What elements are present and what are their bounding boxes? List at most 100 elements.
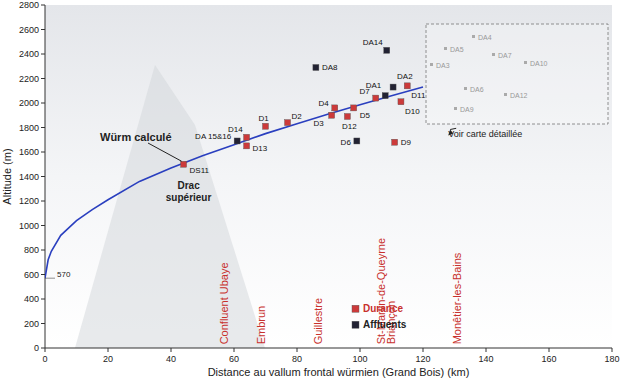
x-tick	[360, 348, 361, 352]
town-label: Embrun	[256, 306, 268, 345]
y-tick	[41, 29, 45, 30]
y-tick-label: 1800	[19, 123, 39, 133]
y-tick	[41, 299, 45, 300]
point	[382, 93, 388, 99]
point	[285, 120, 291, 126]
inset-point	[524, 61, 527, 64]
inset-note: Voir carte détaillée	[448, 129, 522, 139]
legend-label: Durance	[363, 303, 403, 314]
y-tick	[41, 54, 45, 55]
point	[404, 83, 410, 89]
y-tick	[41, 78, 45, 79]
inset-box	[426, 24, 608, 124]
y-tick	[41, 5, 45, 6]
y-tick-label: 1400	[19, 172, 39, 182]
point	[181, 161, 187, 167]
plot-bg	[45, 5, 612, 348]
marks	[45, 47, 423, 278]
point	[329, 112, 335, 118]
y-axis-label: Altitude (m)	[1, 148, 13, 204]
x-tick-label: 80	[292, 354, 302, 364]
point-label: D12	[342, 122, 357, 131]
point	[263, 123, 269, 129]
y-tick-label: 1600	[19, 147, 39, 157]
point	[384, 47, 390, 53]
start-marker	[45, 278, 55, 279]
inset-arrowhead	[448, 130, 453, 136]
point	[313, 64, 319, 70]
point-label: D10	[405, 107, 420, 116]
x-axis-label: Distance au vallum frontal würmien (Gran…	[208, 366, 470, 378]
point-label: DA 15&16	[195, 132, 232, 141]
y-tick-label: 2200	[19, 74, 39, 84]
start-label: 570	[57, 270, 71, 279]
point	[390, 84, 396, 90]
y-tick-label: 2400	[19, 49, 39, 59]
y-tick-label: 2000	[19, 98, 39, 108]
inset-label: DA9	[460, 106, 474, 113]
y-tick	[41, 250, 45, 251]
y-tick	[41, 323, 45, 324]
inset-label: DA3	[436, 62, 450, 69]
point-label: DA2	[397, 72, 413, 81]
x-tick	[108, 348, 109, 352]
inset-label: DA5	[450, 46, 464, 53]
inset-label: DA6	[470, 86, 484, 93]
y-tick-label: 1200	[19, 196, 39, 206]
y-tick	[41, 127, 45, 128]
x-tick-label: 20	[103, 354, 113, 364]
legend-label: Affluents	[363, 319, 407, 330]
inset-label: DA4	[478, 34, 492, 41]
page-bg	[0, 0, 622, 380]
y-tick	[41, 348, 45, 349]
annotation-line: supérieur	[166, 192, 212, 203]
point	[354, 138, 360, 144]
point-label: D2	[292, 112, 303, 121]
x-axis	[45, 348, 612, 349]
wurm-curve	[45, 87, 423, 278]
annotation-line: Drac	[177, 180, 200, 191]
annotation: Dracsupérieur	[166, 180, 212, 203]
point	[244, 143, 250, 149]
x-tick	[45, 348, 46, 352]
point-label: D1	[258, 114, 269, 123]
y-tick	[41, 225, 45, 226]
curve-arrow	[148, 143, 182, 161]
curve-label: Würm calculé	[100, 131, 172, 143]
y-tick-label: 2800	[19, 0, 39, 10]
point-label: D3	[313, 119, 324, 128]
x-tick-label: 0	[42, 354, 47, 364]
y-tick-label: 600	[24, 270, 39, 280]
legend-swatch	[352, 305, 359, 312]
inset-label: DA10	[530, 60, 548, 67]
y-tick-label: 800	[24, 245, 39, 255]
point	[344, 113, 350, 119]
x-tick-label: 160	[541, 354, 556, 364]
point-label: D9	[401, 138, 412, 147]
y-tick-label: 0	[34, 343, 39, 353]
y-tick	[41, 201, 45, 202]
y-tick	[41, 274, 45, 275]
point	[392, 139, 398, 145]
inset-arrow	[450, 128, 456, 129]
x-tick-label: 140	[478, 354, 493, 364]
mountain-shape	[75, 65, 265, 348]
y-tick-label: 2600	[19, 25, 39, 35]
inset-point	[454, 107, 457, 110]
y-tick-label: 200	[24, 319, 39, 329]
town-label: Guillestre	[312, 298, 324, 344]
point	[351, 105, 357, 111]
inset-point	[430, 63, 433, 66]
point-label: D4	[319, 99, 330, 108]
y-tick	[41, 103, 45, 104]
x-tick-label: 180	[604, 354, 619, 364]
x-tick	[234, 348, 235, 352]
y-tick-label: 400	[24, 294, 39, 304]
point-label: D13	[253, 144, 268, 153]
legend-swatch	[352, 321, 359, 328]
town-label: Monêtier-les-Bains	[451, 252, 463, 344]
inset-point	[464, 87, 467, 90]
inset-point	[504, 93, 507, 96]
point	[234, 138, 240, 144]
point	[332, 105, 338, 111]
